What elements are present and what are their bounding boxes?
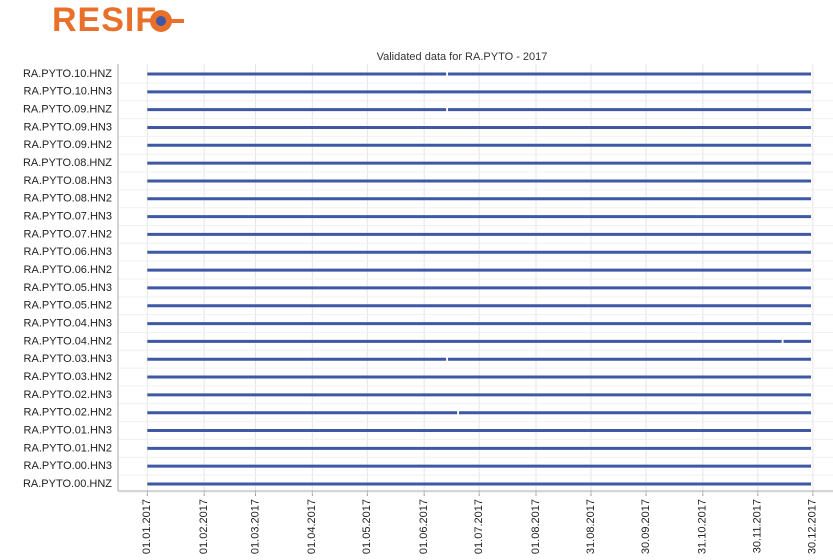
logo-text: RESIF xyxy=(52,1,157,39)
x-tick-label: 01.08.2017 xyxy=(530,499,542,554)
x-tick-label: 31.08.2017 xyxy=(585,499,597,554)
row-label: RA.PYTO.10.HN3 xyxy=(24,86,112,98)
x-tick-label: 01.07.2017 xyxy=(473,499,485,554)
row-label: RA.PYTO.07.HN3 xyxy=(24,211,112,223)
x-tick-label: 01.06.2017 xyxy=(418,499,430,554)
row-label: RA.PYTO.03.HN2 xyxy=(24,371,112,383)
row-label: RA.PYTO.01.HN3 xyxy=(24,424,112,436)
chart-title: Validated data for RA.PYTO - 2017 xyxy=(377,51,548,63)
row-label: RA.PYTO.09.HNZ xyxy=(23,104,112,116)
row-label: RA.PYTO.01.HN2 xyxy=(24,442,112,454)
row-label: RA.PYTO.07.HN2 xyxy=(24,228,112,240)
row-label: RA.PYTO.04.HN2 xyxy=(24,335,112,347)
x-tick-label: 01.01.2017 xyxy=(141,499,153,554)
row-label: RA.PYTO.00.HN3 xyxy=(24,460,112,472)
row-label: RA.PYTO.00.HNZ xyxy=(23,478,112,490)
row-label: RA.PYTO.08.HN3 xyxy=(24,175,112,187)
row-label: RA.PYTO.04.HN3 xyxy=(24,317,112,329)
row-label: RA.PYTO.08.HNZ xyxy=(23,157,112,169)
row-label: RA.PYTO.10.HNZ xyxy=(23,68,112,80)
row-label: RA.PYTO.02.HN3 xyxy=(24,389,112,401)
row-label: RA.PYTO.06.HN3 xyxy=(24,246,112,258)
x-tick-label: 30.11.2017 xyxy=(752,499,764,553)
x-tick-label: 31.10.2017 xyxy=(697,499,709,554)
x-tick-label: 01.03.2017 xyxy=(249,499,261,554)
row-label: RA.PYTO.03.HN3 xyxy=(24,353,112,365)
row-label: RA.PYTO.05.HN3 xyxy=(24,282,112,294)
x-tick-label: 01.04.2017 xyxy=(306,499,318,554)
x-tick-label: 30.09.2017 xyxy=(640,499,652,554)
logo-globe xyxy=(150,10,184,32)
logo-globe-core xyxy=(156,16,166,26)
row-label: RA.PYTO.08.HN2 xyxy=(24,193,112,205)
row-label: RA.PYTO.09.HN2 xyxy=(24,139,112,151)
row-label: RA.PYTO.06.HN2 xyxy=(24,264,112,276)
x-tick-label: 01.05.2017 xyxy=(361,499,373,554)
row-label: RA.PYTO.09.HN3 xyxy=(24,121,112,133)
row-label: RA.PYTO.05.HN2 xyxy=(24,300,112,312)
x-tick-label: 30.12.2017 xyxy=(807,499,819,554)
x-tick-label: 01.02.2017 xyxy=(198,499,210,554)
row-label: RA.PYTO.02.HN2 xyxy=(24,407,112,419)
logo-globe-bar xyxy=(170,19,184,23)
